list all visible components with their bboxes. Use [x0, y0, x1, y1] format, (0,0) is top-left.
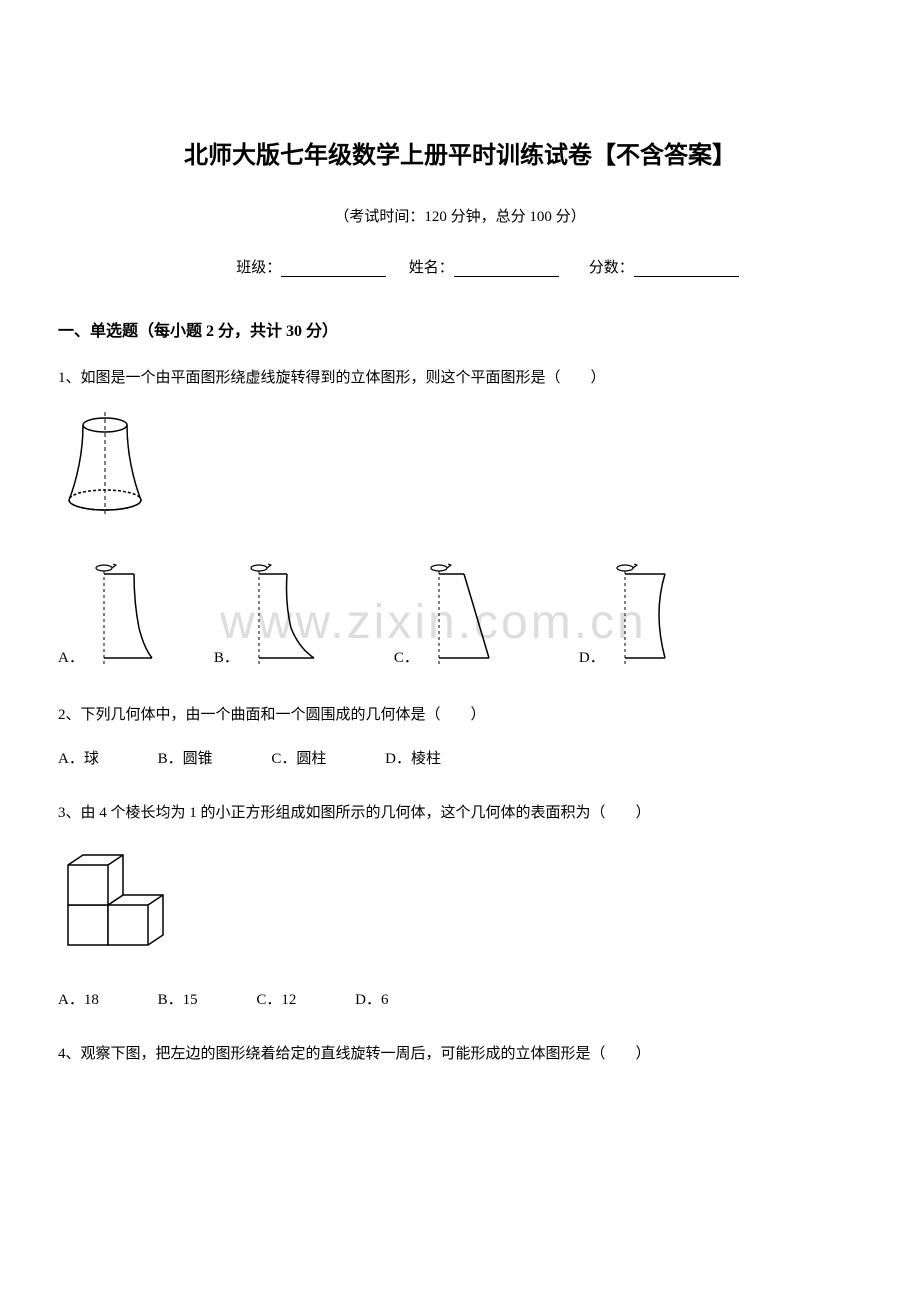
question-3-options: A．18 B．15 C．12 D．6 [58, 988, 862, 1012]
document-title: 北师大版七年级数学上册平时训练试卷【不含答案】 [58, 135, 862, 170]
option-2b: B．圆锥 [158, 747, 213, 771]
option-1b-figure [249, 558, 324, 673]
student-info-row: 班级： 姓名： 分数： [58, 256, 862, 277]
option-2d: D．棱柱 [385, 747, 441, 771]
score-blank [634, 262, 739, 277]
document-content: 北师大版七年级数学上册平时训练试卷【不含答案】 （考试时间：120 分钟，总分 … [58, 135, 862, 1066]
option-1b: B． [214, 558, 324, 673]
option-1d: D． [579, 558, 685, 673]
question-2-text: 2、下列几何体中，由一个曲面和一个圆围成的几何体是（ ） [58, 703, 862, 727]
class-label: 班级： [236, 260, 281, 276]
option-1a: A． [58, 558, 154, 673]
option-1d-label: D． [579, 646, 605, 673]
option-1c-figure [429, 558, 499, 673]
name-label: 姓名： [409, 260, 454, 276]
score-label: 分数： [589, 260, 634, 276]
option-1c-label: C． [394, 646, 419, 673]
question-4: 4、观察下图，把左边的图形绕着给定的直线旋转一周后，可能形成的立体图形是（ ） [58, 1042, 862, 1066]
class-blank [281, 262, 386, 277]
option-3b: B．15 [158, 988, 198, 1012]
question-2-options: A．球 B．圆锥 C．圆柱 D．棱柱 [58, 747, 862, 771]
question-3-figure [63, 845, 862, 963]
question-1: 1、如图是一个由平面图形绕虚线旋转得到的立体图形，则这个平面图形是（ ） A． [58, 366, 862, 673]
question-1-text: 1、如图是一个由平面图形绕虚线旋转得到的立体图形，则这个平面图形是（ ） [58, 366, 862, 390]
option-1a-figure [94, 558, 154, 673]
option-1a-label: A． [58, 646, 84, 673]
question-1-figure [63, 410, 862, 528]
option-2c: C．圆柱 [271, 747, 326, 771]
option-3d: D．6 [355, 988, 388, 1012]
question-3: 3、由 4 个棱长均为 1 的小正方形组成如图所示的几何体，这个几何体的表面积为… [58, 801, 862, 1012]
option-3c: C．12 [256, 988, 296, 1012]
option-1b-label: B． [214, 646, 239, 673]
option-2a: A．球 [58, 747, 99, 771]
question-2: 2、下列几何体中，由一个曲面和一个圆围成的几何体是（ ） A．球 B．圆锥 C．… [58, 703, 862, 771]
option-3a: A．18 [58, 988, 99, 1012]
exam-info: （考试时间：120 分钟，总分 100 分） [58, 205, 862, 226]
option-1d-figure [615, 558, 685, 673]
section-1-header: 一、单选题（每小题 2 分，共计 30 分） [58, 317, 862, 341]
question-1-options: A． B． [58, 558, 862, 673]
question-3-text: 3、由 4 个棱长均为 1 的小正方形组成如图所示的几何体，这个几何体的表面积为… [58, 801, 862, 825]
question-4-text: 4、观察下图，把左边的图形绕着给定的直线旋转一周后，可能形成的立体图形是（ ） [58, 1042, 862, 1066]
name-blank [454, 262, 559, 277]
option-1c: C． [394, 558, 499, 673]
